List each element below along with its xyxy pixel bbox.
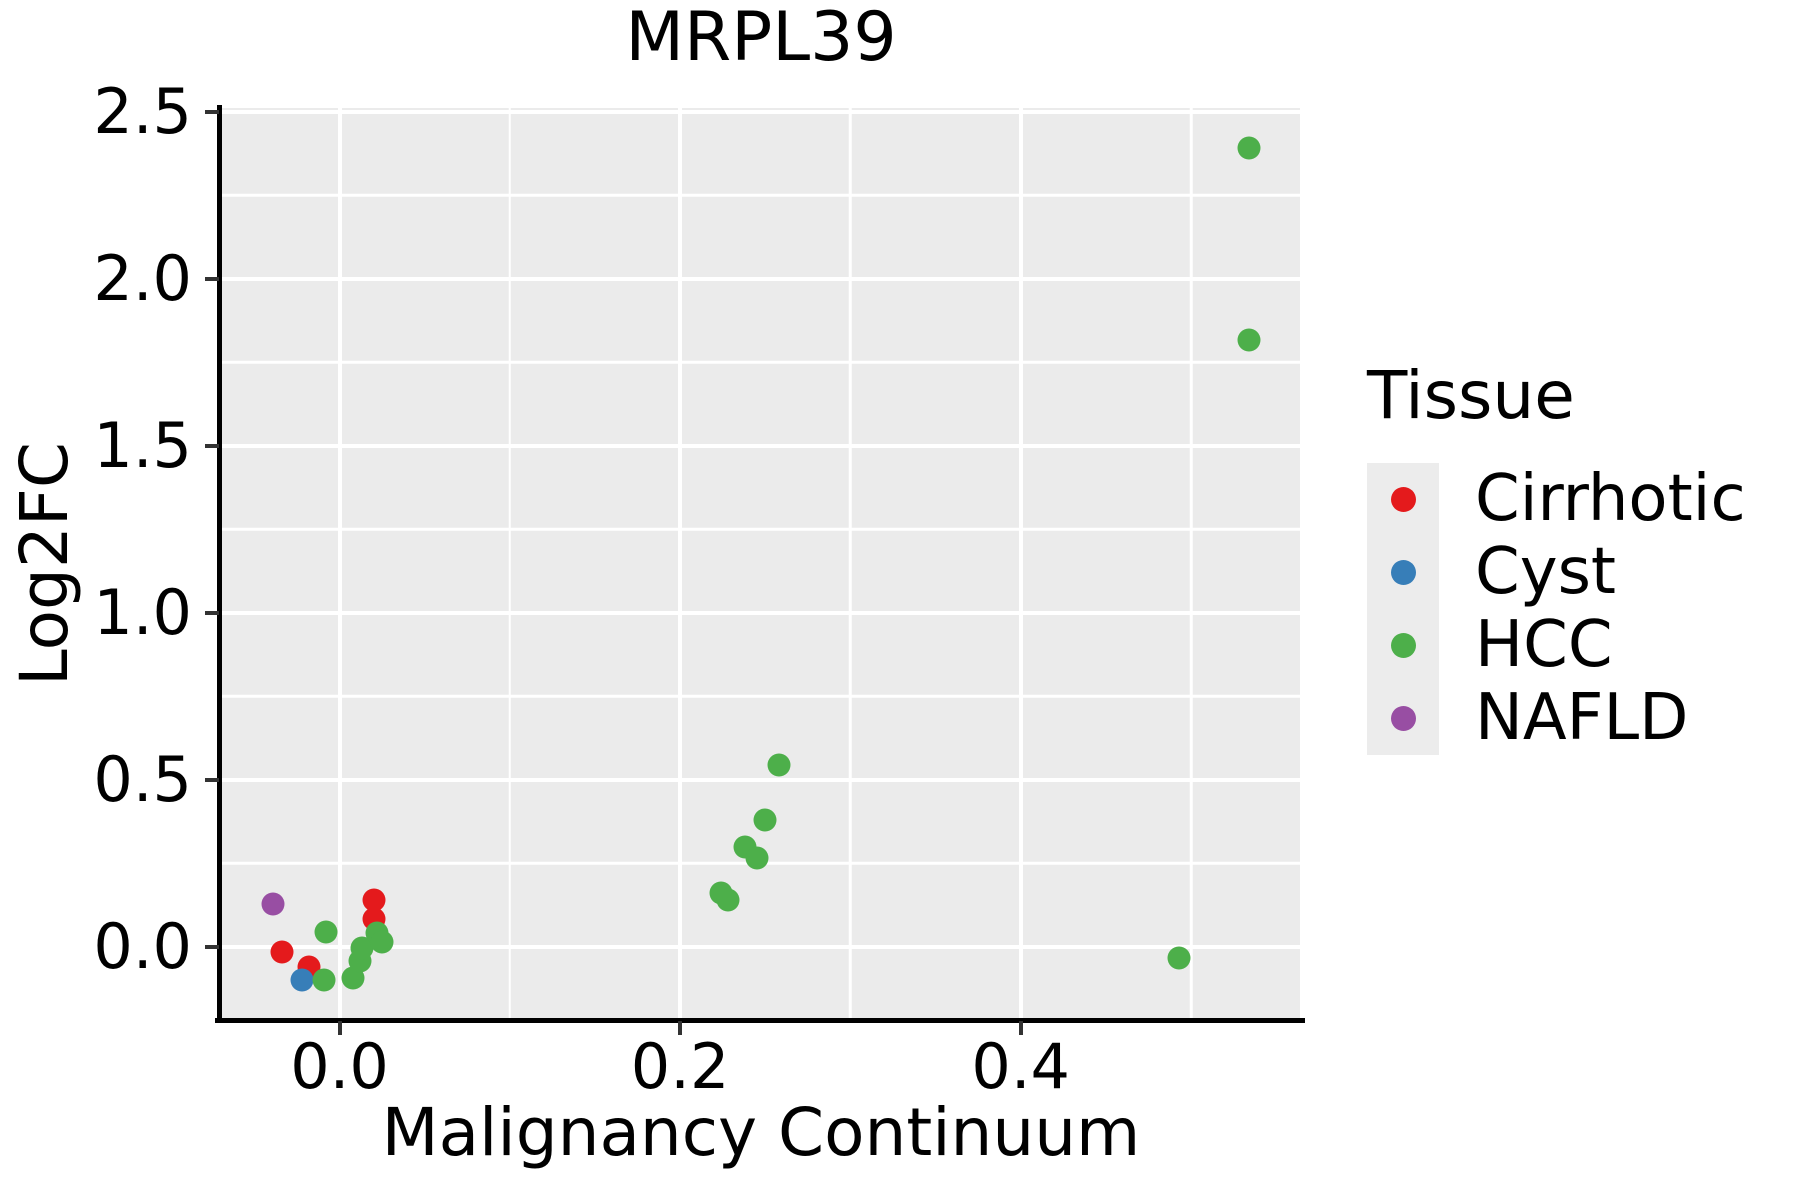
legend-key bbox=[1367, 608, 1439, 682]
legend-label: HCC bbox=[1475, 608, 1613, 683]
legend-key bbox=[1367, 462, 1439, 536]
y-axis-label: Log2FC bbox=[6, 442, 83, 686]
legend-entries: Cirrhotic Cyst HCC NAFLD bbox=[1367, 462, 1746, 756]
y-tick-label: 2.0 bbox=[93, 241, 192, 315]
x-tick-mark bbox=[1018, 1021, 1023, 1035]
legend-key bbox=[1367, 681, 1439, 755]
legend-title: Tissue bbox=[1367, 357, 1575, 434]
x-tick-label: 0.2 bbox=[630, 1030, 730, 1103]
y-tick-mark bbox=[205, 610, 219, 615]
gridline-x-minor bbox=[849, 108, 852, 1020]
legend-entry-cirrhotic: Cirrhotic bbox=[1367, 462, 1746, 537]
point-cirrhotic bbox=[270, 940, 294, 964]
gridline-y-minor bbox=[222, 361, 1300, 364]
x-tick-mark bbox=[337, 1021, 342, 1035]
legend-label: Cirrhotic bbox=[1475, 462, 1746, 537]
gridline-y-minor bbox=[222, 695, 1300, 698]
y-tick-label: 0.5 bbox=[93, 742, 192, 816]
point-nafld bbox=[261, 892, 285, 916]
point-hcc bbox=[1167, 946, 1191, 970]
chart-title: MRPL39 bbox=[625, 0, 897, 77]
gridline-y-major bbox=[222, 276, 1300, 281]
legend-dot-icon bbox=[1390, 705, 1416, 731]
y-tick-label: 2.5 bbox=[93, 75, 192, 148]
gridline-y-major bbox=[222, 443, 1300, 448]
point-hcc bbox=[767, 753, 791, 777]
gridline-x-minor bbox=[508, 108, 512, 1020]
point-hcc bbox=[312, 968, 336, 992]
legend-dot-icon bbox=[1390, 486, 1416, 512]
gridline-y-major bbox=[222, 777, 1300, 782]
legend-entry-nafld: NAFLD bbox=[1367, 681, 1746, 756]
gridline-y-major bbox=[222, 110, 1300, 114]
gridline-y-major bbox=[222, 610, 1300, 615]
point-hcc bbox=[350, 936, 374, 960]
gridline-x-major bbox=[1018, 108, 1023, 1020]
x-tick-mark bbox=[678, 1021, 683, 1035]
point-hcc bbox=[1237, 136, 1261, 160]
y-tick-label: 1.5 bbox=[93, 408, 192, 482]
gridline-y-minor bbox=[222, 194, 1300, 197]
y-tick-label: 1.0 bbox=[93, 575, 192, 649]
legend-dot-icon bbox=[1390, 559, 1416, 585]
x-tick-label: 0.0 bbox=[290, 1030, 389, 1103]
gridline-x-major bbox=[337, 108, 342, 1020]
legend-label: Cyst bbox=[1475, 535, 1616, 610]
x-tick-label: 0.4 bbox=[971, 1030, 1071, 1103]
point-hcc bbox=[370, 930, 394, 954]
y-tick-mark bbox=[205, 443, 219, 448]
point-hcc bbox=[1237, 328, 1261, 352]
y-tick-mark bbox=[205, 276, 219, 281]
legend-entry-hcc: HCC bbox=[1367, 608, 1746, 683]
y-tick-mark bbox=[205, 944, 219, 949]
y-tick-label: 0.0 bbox=[93, 909, 192, 983]
point-cirrhotic bbox=[362, 888, 386, 912]
legend-key bbox=[1367, 535, 1439, 609]
point-hcc bbox=[753, 808, 777, 832]
y-tick-mark bbox=[205, 110, 219, 114]
y-axis-spine bbox=[217, 105, 222, 1023]
gridline-x-minor bbox=[1189, 108, 1193, 1020]
y-tick-mark bbox=[205, 777, 219, 782]
x-axis-label: Malignancy Continuum bbox=[381, 1094, 1141, 1171]
legend-entry-cyst: Cyst bbox=[1367, 535, 1746, 610]
plot-panel bbox=[222, 108, 1300, 1020]
x-axis-spine bbox=[215, 1018, 1305, 1023]
point-hcc bbox=[745, 846, 769, 870]
gridline-y-minor bbox=[222, 528, 1300, 531]
legend-label: NAFLD bbox=[1475, 681, 1689, 756]
legend-dot-icon bbox=[1390, 632, 1416, 658]
legend: Tissue Cirrhotic Cyst HCC NAFLD bbox=[1367, 357, 1746, 756]
point-cyst bbox=[290, 968, 314, 992]
gridline-x-major bbox=[678, 108, 683, 1020]
point-hcc bbox=[314, 920, 338, 943]
point-hcc bbox=[716, 888, 740, 912]
gridline-y-major bbox=[222, 944, 1300, 949]
